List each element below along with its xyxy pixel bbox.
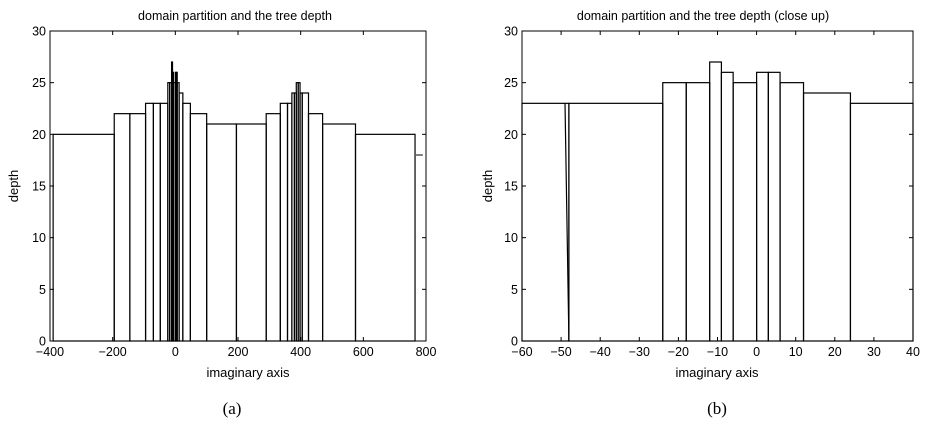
bar: [802, 92, 852, 342]
bar: [322, 123, 357, 342]
y-tick-label: 15: [504, 180, 518, 194]
y-axis-label: depth: [6, 170, 21, 203]
y-tick-label: 15: [32, 180, 46, 194]
bar: [286, 102, 293, 342]
x-ticks: −400 −200 0 200 400 600 800: [36, 31, 437, 359]
bar: [732, 82, 758, 342]
bar: [849, 102, 914, 342]
x-tick-label: −10: [707, 345, 728, 359]
bar: [235, 123, 267, 342]
y-ticks: 0 5 10 15 20 25 30: [32, 25, 426, 349]
bar: [779, 82, 805, 342]
x-tick-label: −40: [590, 345, 611, 359]
x-tick-label: −200: [99, 345, 127, 359]
x-tick-label: −30: [629, 345, 650, 359]
slant-edge: [564, 103, 570, 342]
bar: [189, 113, 208, 342]
x-tick-label: 800: [416, 345, 437, 359]
x-tick-label: 30: [867, 345, 881, 359]
x-ticks: −60 −50 −40 −30 −20 −10 0 10 20 30 40: [511, 31, 920, 359]
bar: [113, 113, 131, 342]
x-tick-label: 200: [228, 345, 249, 359]
x-tick-label: −20: [668, 345, 689, 359]
bar-group: [52, 61, 423, 342]
chart-title: domain partition and the tree depth (clo…: [577, 9, 829, 23]
y-tick-label: 25: [32, 76, 46, 90]
bar: [301, 92, 310, 342]
y-tick-label: 20: [32, 128, 46, 142]
bar: [755, 71, 769, 342]
bar: [279, 102, 289, 342]
panel-a: domain partition and the tree depth −400…: [6, 9, 436, 418]
y-tick-label: 0: [511, 335, 518, 349]
panel-caption: (a): [223, 399, 242, 418]
x-tick-label: 600: [353, 345, 374, 359]
bar: [206, 123, 238, 342]
y-tick-label: 25: [504, 76, 518, 90]
y-tick-label: 10: [504, 231, 518, 245]
bar-group: [521, 61, 914, 342]
panel-caption: (b): [707, 399, 727, 418]
bar: [568, 102, 664, 342]
x-tick-label: −50: [550, 345, 571, 359]
panel-b: domain partition and the tree depth (clo…: [480, 9, 920, 418]
bar: [52, 133, 115, 342]
bar: [152, 102, 161, 342]
y-tick-label: 20: [504, 128, 518, 142]
y-tick-label: 0: [39, 335, 46, 349]
plot-frame: [521, 30, 914, 342]
x-tick-label: −400: [36, 345, 64, 359]
bar: [129, 113, 147, 342]
x-tick-label: 10: [789, 345, 803, 359]
bar: [307, 113, 324, 342]
y-tick-label: 30: [32, 25, 46, 39]
x-tick-label: 20: [828, 345, 842, 359]
bar: [182, 102, 191, 342]
y-tick-label: 5: [39, 283, 46, 297]
plot-frame: [49, 30, 427, 342]
bar: [144, 102, 154, 342]
bar: [767, 71, 781, 342]
y-ticks: 0 5 10 15 20 25 30: [504, 25, 913, 349]
x-axis-label: imaginary axis: [206, 365, 290, 380]
y-tick-label: 30: [504, 25, 518, 39]
bar: [720, 71, 734, 342]
y-tick-label: 10: [32, 231, 46, 245]
bar: [265, 113, 281, 342]
bar: [709, 61, 723, 342]
bar: [159, 102, 169, 342]
y-tick-label: 5: [511, 283, 518, 297]
x-tick-label: 0: [753, 345, 760, 359]
x-tick-label: 400: [290, 345, 311, 359]
y-axis-label: depth: [480, 170, 495, 203]
bar: [685, 82, 711, 342]
x-tick-label: 0: [172, 345, 179, 359]
chart-title: domain partition and the tree depth: [138, 9, 332, 23]
x-axis-label: imaginary axis: [675, 365, 759, 380]
bar: [354, 133, 416, 342]
x-tick-label: 40: [906, 345, 920, 359]
x-tick-label: −60: [511, 345, 532, 359]
bar: [662, 82, 687, 342]
bar: [521, 102, 570, 342]
